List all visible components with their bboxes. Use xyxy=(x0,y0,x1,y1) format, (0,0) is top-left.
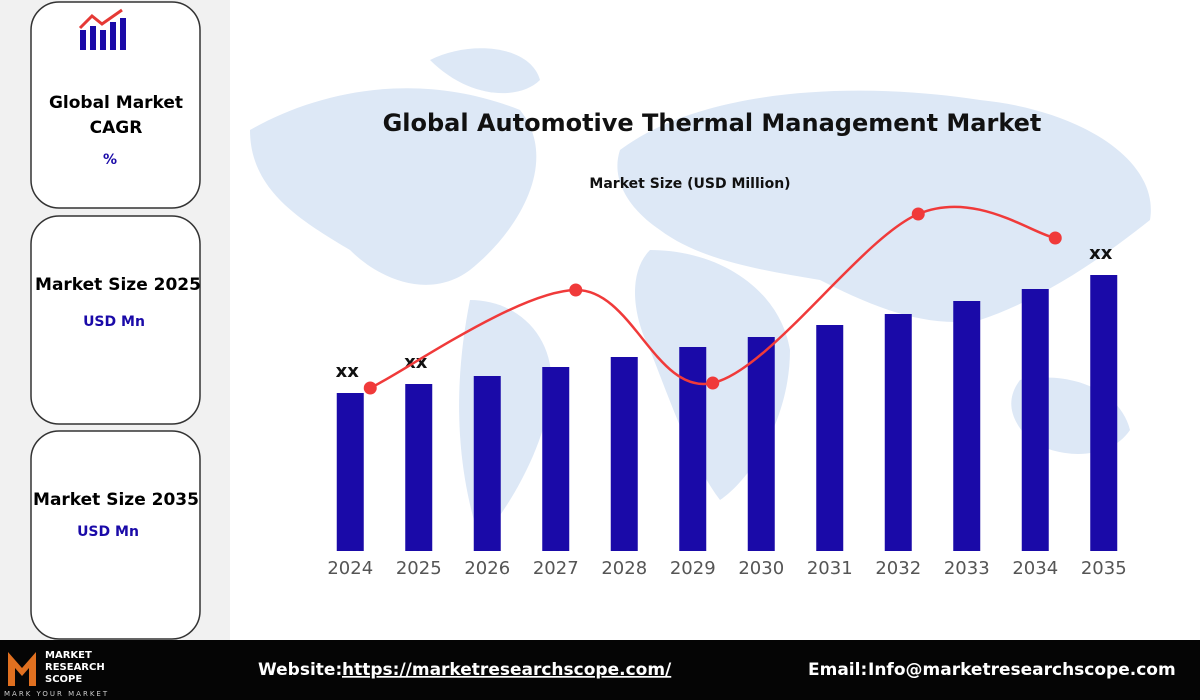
bar xyxy=(1021,289,1049,551)
x-tick-label: 2027 xyxy=(533,558,579,579)
x-tick-label: 2034 xyxy=(1012,558,1058,579)
logo-text: RESEARCH xyxy=(45,662,105,673)
icon xyxy=(78,8,126,50)
card-title: Market Size 2025 xyxy=(35,275,201,295)
logo-text: MARKET xyxy=(45,650,92,661)
card xyxy=(30,215,201,425)
x-tick-label: 2028 xyxy=(601,558,647,579)
x-tick-label: 2032 xyxy=(875,558,921,579)
value-label: xx xyxy=(1089,243,1113,264)
website-label: Website: xyxy=(258,660,342,680)
chart-title: Global Automotive Thermal Management Mar… xyxy=(383,109,1042,137)
trend-point xyxy=(1048,231,1062,245)
card-title: Market Size 2035 xyxy=(33,490,199,510)
trend-point xyxy=(363,381,377,395)
trend-point xyxy=(569,283,583,297)
x-tick-label: 2030 xyxy=(738,558,784,579)
x-tick-label: 2025 xyxy=(396,558,442,579)
card xyxy=(30,1,201,209)
cards xyxy=(30,1,201,640)
email-label: Email: xyxy=(808,660,867,680)
logo: MARKET RESEARCH SCOPE MARK YOUR MARKET xyxy=(4,650,109,698)
card xyxy=(30,430,201,640)
x-tick-label: 2024 xyxy=(327,558,373,579)
bar xyxy=(884,314,912,551)
logo-tagline: MARK YOUR MARKET xyxy=(4,690,109,698)
x-tick-label: 2031 xyxy=(807,558,853,579)
chart-subtitle: Market Size (USD Million) xyxy=(589,176,790,192)
trend-point xyxy=(706,376,720,390)
card-value: USD Mn xyxy=(77,524,139,540)
logo-text: SCOPE xyxy=(45,674,82,685)
bar xyxy=(953,301,981,551)
bar xyxy=(405,384,433,551)
card-value: % xyxy=(103,152,117,168)
bar xyxy=(1090,275,1118,551)
footer xyxy=(0,640,1200,700)
x-tick-label: 2029 xyxy=(670,558,716,579)
bar xyxy=(679,347,707,551)
bar xyxy=(610,357,638,551)
website-link[interactable]: https://marketresearchscope.com/ xyxy=(342,660,672,680)
world-map-background xyxy=(250,48,1151,540)
card-value: USD Mn xyxy=(83,314,145,330)
plot: 2024 xx 2025 xx 2026 2027 2028 2029 2030 2031 2032… xyxy=(327,205,1127,579)
card-title: Global Market CAGR xyxy=(49,93,183,138)
bar xyxy=(542,367,570,551)
bar xyxy=(747,337,775,551)
x-tick-label: 2035 xyxy=(1081,558,1127,579)
bar xyxy=(473,376,501,551)
value-label: xx xyxy=(336,361,360,382)
bar xyxy=(336,393,364,551)
x-tick-label: 2033 xyxy=(944,558,990,579)
trend-point xyxy=(911,207,925,221)
x-tick-label: 2026 xyxy=(464,558,510,579)
email[interactable]: Info@marketresearchscope.com xyxy=(868,660,1176,680)
bar xyxy=(816,325,844,551)
